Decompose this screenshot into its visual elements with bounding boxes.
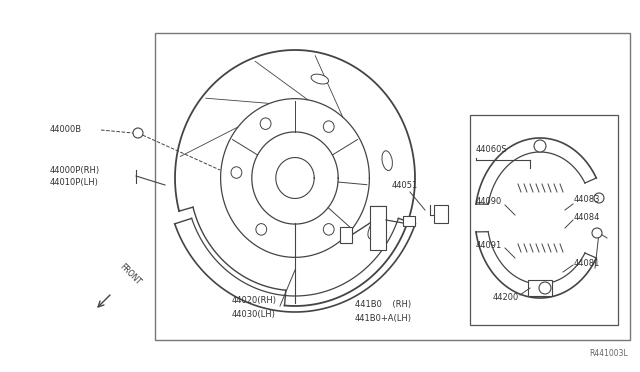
Text: 44081: 44081: [574, 259, 600, 267]
Text: R441003L: R441003L: [589, 349, 628, 358]
Bar: [434, 205, 448, 223]
Text: 44091: 44091: [476, 241, 502, 250]
Text: 44000B: 44000B: [50, 125, 82, 135]
Ellipse shape: [382, 151, 392, 170]
Circle shape: [592, 228, 602, 238]
Ellipse shape: [323, 121, 334, 132]
Bar: [528, 280, 552, 296]
Bar: [155, 33, 630, 340]
Text: 44090: 44090: [476, 198, 502, 206]
Circle shape: [534, 140, 546, 152]
Text: 44060S: 44060S: [476, 145, 508, 154]
Bar: [403, 216, 415, 226]
Text: 441B0    (RH): 441B0 (RH): [355, 301, 411, 310]
Ellipse shape: [260, 118, 271, 129]
Text: FRONT: FRONT: [118, 262, 143, 287]
Circle shape: [594, 193, 604, 203]
Bar: [340, 227, 352, 243]
Text: 44000P(RH): 44000P(RH): [50, 166, 100, 174]
Text: 44020(RH): 44020(RH): [232, 295, 277, 305]
Text: 441B0+A(LH): 441B0+A(LH): [355, 314, 412, 324]
Circle shape: [539, 282, 551, 294]
Bar: [370, 206, 386, 250]
Text: 44051: 44051: [392, 180, 419, 189]
Text: 44083: 44083: [574, 196, 600, 205]
Bar: [470, 115, 618, 325]
Text: 44084: 44084: [574, 214, 600, 222]
Text: 44200: 44200: [493, 294, 519, 302]
Text: 44030(LH): 44030(LH): [232, 310, 276, 318]
Ellipse shape: [311, 74, 328, 84]
Circle shape: [133, 128, 143, 138]
Ellipse shape: [256, 224, 267, 235]
Ellipse shape: [368, 217, 384, 239]
Ellipse shape: [231, 167, 242, 178]
Ellipse shape: [323, 224, 334, 235]
Text: 44010P(LH): 44010P(LH): [50, 179, 99, 187]
